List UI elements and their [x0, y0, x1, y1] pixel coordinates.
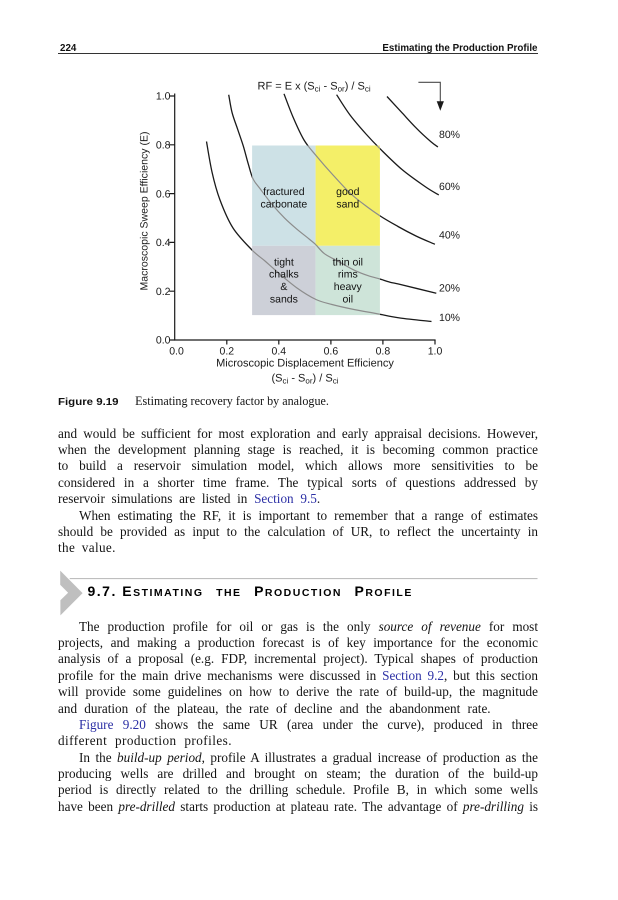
svg-text:Microscopic Displacement Effic: Microscopic Displacement Efficiency: [216, 358, 394, 370]
svg-text:heavy: heavy: [334, 281, 363, 293]
svg-text:40%: 40%: [439, 229, 460, 241]
svg-text:60%: 60%: [439, 181, 460, 193]
svg-text:rims: rims: [338, 269, 358, 281]
svg-text:0.6: 0.6: [324, 346, 339, 358]
svg-text:RF = E x (Sci - Sor) / Sci: RF = E x (Sci - Sor) / Sci: [258, 81, 371, 94]
svg-text:80%: 80%: [439, 129, 460, 141]
svg-text:tight: tight: [274, 256, 294, 268]
svg-text:0.0: 0.0: [169, 346, 184, 358]
svg-text:0.6: 0.6: [156, 188, 171, 200]
svg-text:&: &: [280, 281, 287, 293]
svg-text:0.2: 0.2: [219, 346, 234, 358]
svg-text:chalks: chalks: [269, 269, 299, 281]
svg-text:sands: sands: [270, 293, 298, 305]
svg-text:0.8: 0.8: [156, 140, 171, 152]
svg-text:1.0: 1.0: [156, 91, 171, 103]
svg-text:0.8: 0.8: [376, 346, 391, 358]
svg-text:oil: oil: [343, 293, 354, 305]
svg-text:1.0: 1.0: [428, 346, 443, 358]
svg-text:0.4: 0.4: [271, 346, 286, 358]
svg-text:fractured: fractured: [263, 186, 305, 198]
svg-text:(Sci - Sor) / Sci: (Sci - Sor) / Sci: [272, 372, 339, 385]
svg-text:10%: 10%: [439, 312, 460, 324]
svg-text:20%: 20%: [439, 283, 460, 295]
svg-text:good: good: [336, 186, 360, 198]
svg-text:sand: sand: [336, 198, 359, 210]
svg-text:0.4: 0.4: [156, 237, 171, 249]
svg-text:thin oil: thin oil: [333, 256, 363, 268]
svg-text:0.0: 0.0: [156, 335, 171, 347]
svg-text:Macroscopic Sweep Efficiency (: Macroscopic Sweep Efficiency (E): [139, 132, 151, 291]
svg-text:carbonate: carbonate: [261, 198, 308, 210]
svg-text:0.2: 0.2: [156, 286, 171, 298]
